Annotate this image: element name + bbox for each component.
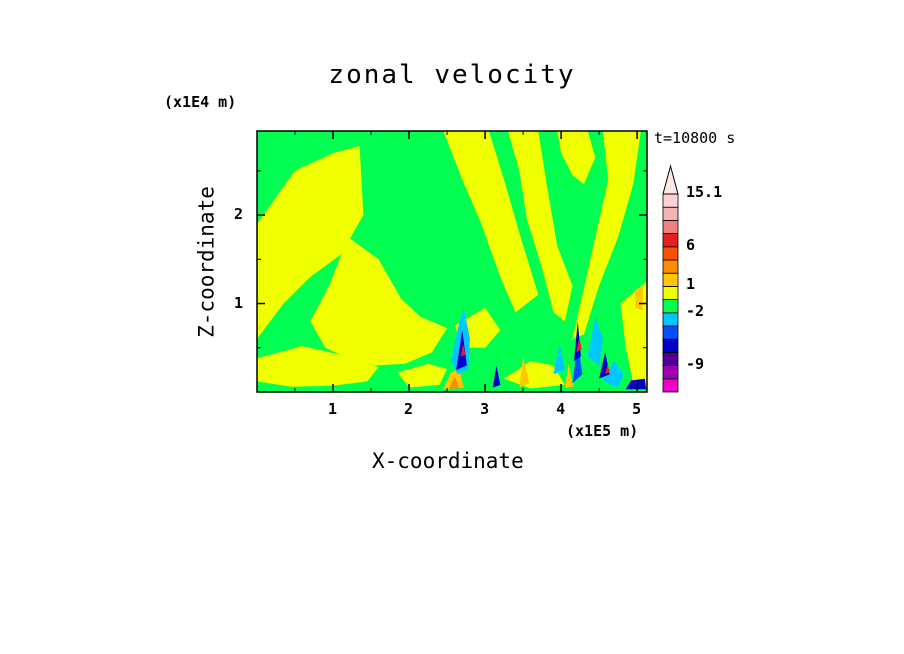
x-axis-label: X-coordinate — [372, 449, 524, 473]
contour-region — [443, 131, 539, 313]
contour-region — [602, 361, 624, 388]
colorbar-label: 15.1 — [686, 183, 723, 201]
colorbar-segment — [662, 219, 679, 234]
x-tick-label: 3 — [480, 400, 490, 418]
plot-frame — [256, 130, 648, 393]
colorbar-segment — [662, 351, 679, 366]
contour-region — [504, 361, 565, 389]
contour-region — [572, 343, 583, 384]
x-tick-label: 5 — [632, 400, 642, 418]
contour-region — [257, 146, 364, 339]
contour-region — [257, 346, 379, 387]
colorbar-label: -2 — [686, 301, 705, 320]
plot-area — [256, 130, 648, 393]
colorbar-segment — [662, 233, 679, 248]
contour-region — [449, 376, 460, 389]
contour-region — [310, 237, 448, 366]
colorbar-segment — [662, 378, 679, 393]
colorbar-segment — [662, 259, 679, 274]
colorbar-label: 1 — [686, 275, 696, 294]
colorbar-segment — [662, 365, 679, 380]
contour-region — [625, 378, 647, 390]
contour-region — [572, 131, 641, 339]
y-tick-label: 1 — [234, 293, 244, 312]
contour-region — [553, 343, 565, 375]
contour-region — [507, 131, 573, 322]
time-label: t=10800 s — [654, 129, 736, 147]
contour-region — [587, 316, 603, 366]
contour-region — [460, 343, 466, 357]
colorbar-segment — [662, 285, 679, 300]
colorbar-segment — [662, 246, 679, 261]
colorbar — [662, 164, 679, 393]
colorbar-segment — [662, 325, 679, 340]
colorbar-label: 6 — [686, 235, 696, 254]
colorbar-segment — [662, 312, 679, 327]
colorbar-extend-arrow — [662, 164, 679, 195]
x-axis-unit-label: (x1E5 m) — [566, 422, 639, 440]
contour-region — [576, 337, 582, 353]
contour-region — [634, 285, 644, 311]
colorbar-segment — [662, 299, 679, 314]
contour-region — [574, 321, 581, 361]
x-tick-label: 1 — [328, 400, 338, 418]
colorbar-segment — [662, 206, 679, 221]
z-axis-unit-label: (x1E4 m) — [164, 93, 237, 111]
y-tick-label: 2 — [234, 205, 244, 224]
contour-region — [456, 330, 467, 370]
contour-region — [557, 131, 596, 185]
x-tick-label: 2 — [404, 400, 414, 418]
colorbar-label: -9 — [686, 354, 705, 373]
contour-region — [397, 363, 448, 388]
y-axis-label: Z-coordinate — [194, 186, 219, 338]
colorbar-segment — [662, 338, 679, 353]
contour-region — [492, 365, 501, 388]
colorbar-segment — [662, 193, 679, 208]
contour-region — [519, 356, 530, 388]
contour-region — [605, 363, 610, 375]
chart-title: zonal velocity — [328, 60, 576, 90]
colorbar-segment — [662, 272, 679, 287]
x-tick-label: 4 — [556, 400, 566, 418]
contour-region — [564, 363, 574, 388]
